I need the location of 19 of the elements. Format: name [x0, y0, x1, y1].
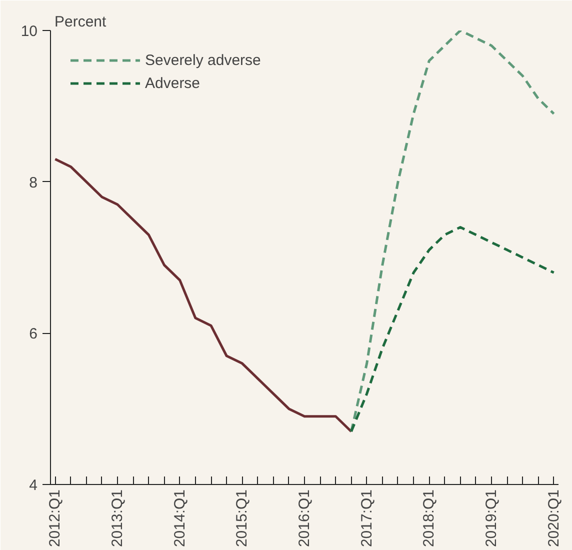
line-series	[54, 158, 352, 433]
line-series	[350, 30, 556, 433]
y-tick-label: 4	[29, 477, 38, 494]
line-series	[350, 226, 556, 433]
y-tick-label: 10	[20, 23, 38, 40]
x-tick-label: 2016:Q1	[296, 490, 313, 548]
x-tick-label: 2017:Q1	[358, 490, 376, 548]
y-tick-label: 8	[29, 174, 38, 192]
x-tick-label: 2020:Q1	[545, 490, 562, 548]
legend-label: Severely adverse	[145, 52, 261, 68]
x-tick-label: 2019:Q1	[482, 490, 500, 548]
x-tick-label: 2012:Q1	[46, 490, 64, 548]
legend-label: Adverse	[145, 74, 200, 92]
x-tick-label: 2015:Q1	[234, 490, 251, 548]
x-tick-label: 2018:Q1	[420, 490, 438, 548]
y-tick-label: 6	[29, 326, 38, 343]
x-tick-label: 2014:Q1	[171, 490, 188, 548]
x-tick-label: 2013:Q1	[109, 490, 126, 548]
y-axis-title: Percent	[54, 14, 108, 30]
